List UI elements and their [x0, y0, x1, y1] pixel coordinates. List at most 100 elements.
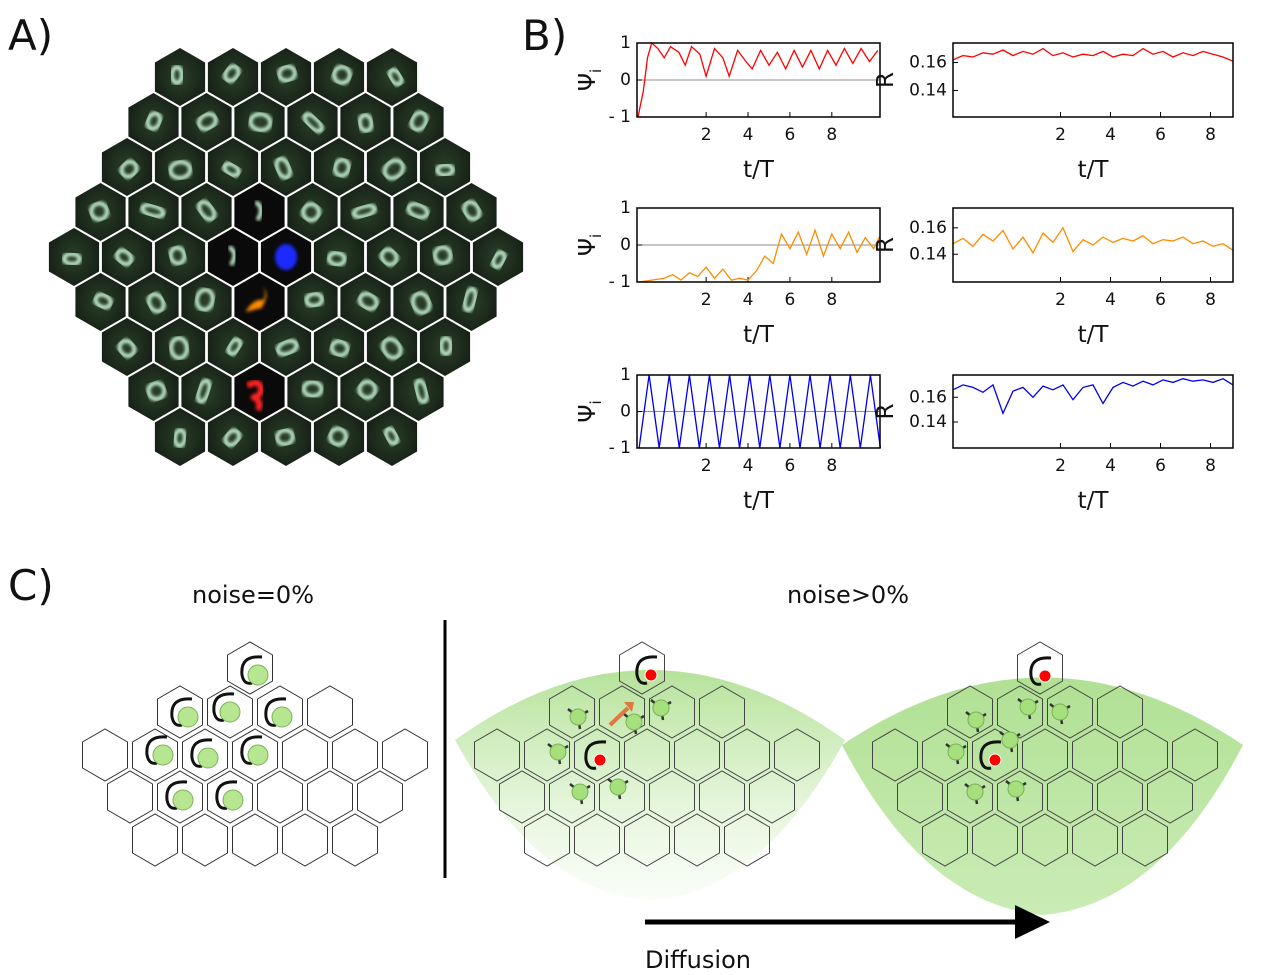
hex-cell: [49, 228, 99, 286]
y-tick-label: 1: [620, 365, 631, 385]
hex-cell: [446, 183, 496, 241]
panel-label: C): [8, 561, 54, 610]
panel-label: B): [522, 11, 567, 60]
particle: [594, 754, 606, 766]
particle: [653, 700, 669, 716]
data-line: [953, 379, 1233, 414]
y-tick-label: 0.14: [909, 244, 947, 264]
panel-label: A): [8, 11, 53, 60]
x-tick-label: 4: [743, 125, 754, 145]
x-tick-label: 2: [701, 290, 712, 310]
hex-outline: [383, 729, 428, 781]
x-tick-label: 6: [1155, 456, 1166, 476]
x-tick-label: 8: [1205, 125, 1216, 145]
particle: [1002, 732, 1018, 748]
arrow-label: Diffusion: [645, 946, 751, 974]
hex-cell: [181, 93, 231, 151]
y-label-subscript: i: [587, 69, 605, 73]
x-axis-label: t/T: [743, 322, 775, 348]
y-tick-label: 1: [620, 33, 631, 53]
y-label-subscript: i: [587, 400, 605, 404]
y-label-symbol: Ψ: [575, 405, 601, 423]
hex-cell: [155, 408, 205, 466]
x-tick-label: 6: [1155, 125, 1166, 145]
particle: [1020, 699, 1036, 715]
y-tick-label: 0.16: [909, 387, 947, 407]
hex-cell: [75, 273, 125, 331]
hex-outline: [283, 814, 328, 866]
particle: [1039, 670, 1051, 682]
particle: [220, 702, 240, 722]
data-line: [953, 49, 1233, 62]
hex-cell: [102, 318, 152, 376]
hex-cell: [420, 318, 470, 376]
x-axis-label: t/T: [1078, 322, 1110, 348]
x-axis-label: t/T: [743, 157, 775, 183]
hex-cell: [314, 138, 364, 196]
hex-cell: [446, 273, 496, 331]
hex-cell: [314, 48, 364, 106]
data-line: [953, 228, 1233, 253]
particle: [967, 784, 983, 800]
x-axis-label: t/T: [1078, 488, 1110, 514]
diffusion-diagram: noise=0% noise>0% Diffusion: [83, 581, 1244, 974]
hex-cell: [128, 93, 178, 151]
x-tick-label: 8: [826, 125, 837, 145]
x-tick-label: 4: [1105, 290, 1116, 310]
hex-cell: [261, 48, 311, 106]
particle: [989, 754, 1001, 766]
hex-cell: [208, 48, 258, 106]
y-tick-label: - 1: [609, 272, 631, 292]
x-tick-label: 8: [826, 290, 837, 310]
hex-cell: [208, 408, 258, 466]
hex-outline: [333, 814, 378, 866]
x-tick-label: 8: [1205, 290, 1216, 310]
x-tick-label: 8: [1205, 456, 1216, 476]
particle: [570, 709, 586, 725]
particle: [178, 707, 198, 727]
x-tick-label: 6: [785, 125, 796, 145]
hex-cell: [367, 228, 417, 286]
hex-outline: [258, 771, 303, 823]
x-tick-label: 6: [1155, 290, 1166, 310]
hex-photo: [49, 48, 523, 466]
hex-outline: [333, 729, 378, 781]
y-tick-label: 0: [620, 235, 631, 255]
particle: [272, 707, 292, 727]
particle: [572, 784, 588, 800]
hex-cell: [473, 228, 523, 286]
data-line: [639, 230, 880, 282]
particle: [153, 745, 173, 765]
hex-outline: [308, 771, 353, 823]
y-tick-label: 0.14: [909, 80, 947, 100]
y-axis-label: R: [873, 72, 899, 88]
x-tick-label: 2: [1055, 290, 1066, 310]
x-tick-label: 6: [785, 456, 796, 476]
x-tick-label: 4: [743, 456, 754, 476]
particle: [1008, 781, 1024, 797]
figure: A) B) C) noise=0% noise>0% Diffusion 2 4 6…: [0, 0, 1263, 975]
hex-cell: [340, 363, 390, 421]
hex-cell: [155, 228, 205, 286]
hex-cell: [393, 183, 443, 241]
particle: [248, 745, 268, 765]
hex-cell: [367, 408, 417, 466]
particle: [626, 714, 642, 730]
hex-outline: [233, 814, 278, 866]
y-tick-label: 0.16: [909, 218, 947, 238]
particle: [1052, 704, 1068, 720]
noise-title: noise>0%: [787, 581, 909, 609]
x-axis-label: t/T: [743, 488, 775, 514]
y-tick-label: 0: [620, 402, 631, 422]
y-label-symbol: Ψ: [575, 238, 601, 256]
hex-cell: [393, 273, 443, 331]
y-axis-label: R: [873, 237, 899, 253]
y-tick-label: - 1: [609, 107, 631, 127]
hex-cell: [181, 183, 231, 241]
x-tick-label: 6: [785, 290, 796, 310]
x-tick-label: 4: [1105, 456, 1116, 476]
x-tick-label: 2: [701, 125, 712, 145]
x-tick-label: 4: [743, 290, 754, 310]
y-axis-label: Ψi: [575, 69, 605, 91]
hex-outline: [83, 729, 128, 781]
